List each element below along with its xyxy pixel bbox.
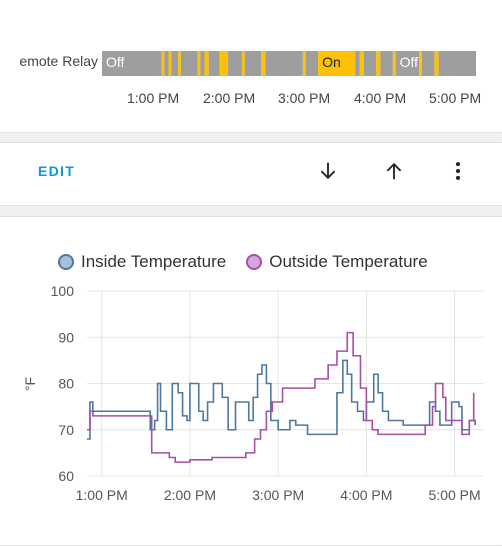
timeline-segment-off[interactable]: [102, 51, 162, 76]
timeline-segment-off[interactable]: [363, 51, 377, 76]
timeline-segment-on[interactable]: [161, 51, 165, 76]
chart-grid: [87, 290, 484, 477]
relay-state-timeline[interactable]: Off On Off: [102, 51, 476, 76]
timeline-segment-off[interactable]: [438, 51, 476, 76]
timeline-segment-on[interactable]: [204, 51, 209, 76]
timeline-tick: 1:00 PM: [127, 90, 180, 106]
card-actions-bar: [0, 142, 502, 206]
timeline-segment-on[interactable]: [241, 51, 245, 76]
y-axis-label: °F: [22, 377, 38, 391]
timeline-segment-on[interactable]: [168, 51, 172, 76]
y-tick-label: 90: [58, 329, 74, 345]
legend-swatch-inside: [58, 254, 74, 270]
legend-swatch-outside: [246, 254, 263, 270]
timeline-segment-on[interactable]: [302, 51, 306, 76]
timeline-segment-on[interactable]: [419, 51, 422, 76]
timeline-segment-off[interactable]: [228, 51, 242, 76]
timeline-segment-off[interactable]: [305, 51, 319, 76]
timeline-segment-off[interactable]: [355, 51, 360, 76]
x-tick-label: 4:00 PM: [340, 487, 392, 503]
timeline-tick: 4:00 PM: [354, 90, 407, 106]
timeline-segment-off[interactable]: [265, 51, 303, 76]
y-tick-label: 80: [58, 376, 74, 392]
timeline-segment-on[interactable]: [219, 51, 229, 76]
timeline-tick: 3:00 PM: [278, 90, 331, 106]
move-up-button[interactable]: [381, 158, 407, 184]
timeline-segment-on[interactable]: [197, 51, 201, 76]
timeline-segment-off[interactable]: [395, 51, 420, 76]
timeline-segment-on[interactable]: [359, 51, 364, 76]
timeline-entity-label: emote Relay: [19, 53, 98, 69]
legend-label: Outside Temperature: [269, 252, 428, 271]
timeline-state-label: Off: [106, 54, 125, 70]
timeline-segment-off[interactable]: [380, 51, 393, 76]
timeline-segment-on[interactable]: [178, 51, 181, 76]
x-tick-label: 1:00 PM: [76, 487, 128, 503]
history-graph-card: [0, 216, 502, 546]
y-tick-label: 70: [58, 422, 74, 438]
x-tick-label: 3:00 PM: [252, 487, 304, 503]
timeline-segment-off[interactable]: [244, 51, 262, 76]
timeline-state-label: On: [322, 54, 341, 70]
timeline-segment-off[interactable]: [164, 51, 169, 76]
timeline-segment-off[interactable]: [200, 51, 205, 76]
legend-item-inside[interactable]: Inside Temperature: [58, 252, 226, 272]
timeline-tick: 5:00 PM: [429, 90, 482, 106]
timeline-segment-off[interactable]: [208, 51, 220, 76]
overflow-menu-button[interactable]: [445, 158, 471, 184]
legend-item-outside[interactable]: Outside Temperature: [246, 252, 428, 272]
timeline-state-label: Off: [400, 54, 419, 70]
temperature-line-chart[interactable]: 60 70 80 90 100 1:00 PM 2:00 PM 3:00 PM 4:00 PM 5…: [0, 280, 502, 528]
timeline-segment-off[interactable]: [421, 51, 435, 76]
series-line-outside[interactable]: [87, 331, 475, 463]
x-tick-label: 2:00 PM: [164, 487, 216, 503]
move-down-button[interactable]: [315, 158, 341, 184]
arrow-up-icon: [386, 162, 402, 180]
timeline-segment-off[interactable]: [171, 51, 179, 76]
timeline-segment-on[interactable]: [376, 51, 381, 76]
series-line-inside[interactable]: [87, 359, 476, 440]
y-tick-label: 60: [58, 468, 74, 484]
timeline-segment-on[interactable]: [392, 51, 396, 76]
arrow-down-icon: [320, 162, 336, 180]
dots-vertical-icon: [455, 162, 461, 180]
timeline-segment-off[interactable]: [180, 51, 198, 76]
timeline-segment-on[interactable]: [434, 51, 439, 76]
y-tick-label: 100: [51, 283, 75, 299]
chart-legend: Inside Temperature Outside Temperature: [58, 252, 448, 272]
edit-button[interactable]: EDIT: [38, 163, 76, 179]
legend-label: Inside Temperature: [81, 252, 227, 271]
timeline-tick: 2:00 PM: [203, 90, 256, 106]
x-tick-label: 5:00 PM: [429, 487, 481, 503]
timeline-segment-on[interactable]: [318, 51, 356, 76]
timeline-segment-on[interactable]: [261, 51, 266, 76]
